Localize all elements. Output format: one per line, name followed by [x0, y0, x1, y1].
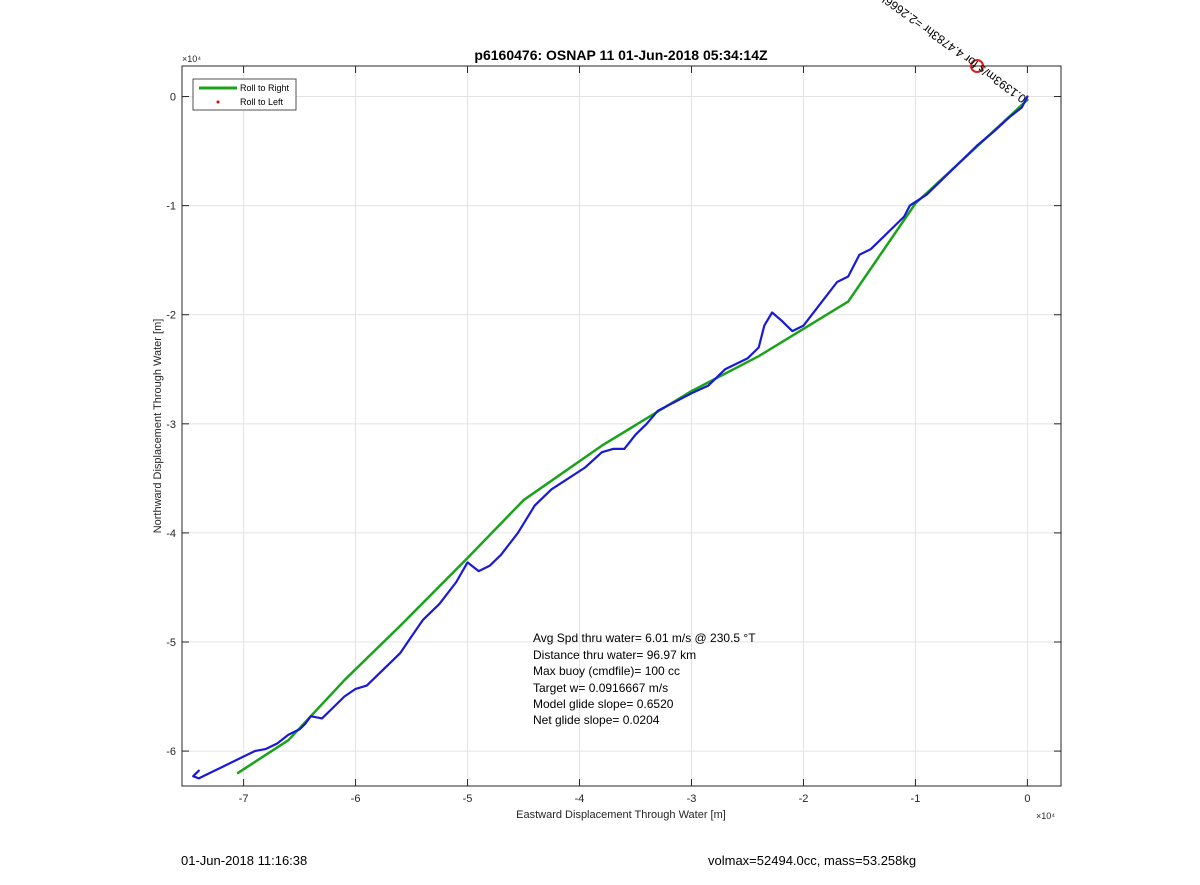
annotation-line: Net glide slope= 0.0204	[533, 713, 660, 727]
y-tick-label: -5	[166, 637, 176, 649]
y-tick-label: -3	[166, 419, 176, 431]
rotated-annotation: 0.1393m/s for 4.4783hr =2.2666km	[869, 0, 1029, 106]
y-exponent-label: ×10⁴	[182, 54, 201, 64]
y-axis-label: Northward Displacement Through Water [m]	[152, 319, 164, 534]
annotation-line: Max buoy (cmdfile)= 100 cc	[533, 664, 680, 678]
legend-label-roll-right: Roll to Right	[240, 83, 290, 93]
legend-box	[192, 78, 297, 111]
x-tick-label: -2	[799, 793, 809, 805]
chart-title: p6160476: OSNAP 11 01-Jun-2018 05:34:14Z	[474, 47, 768, 63]
axis-ticks: -7 -6 -5 -4 -3 -2 -1 0 0 -1 -2 -3 -4 -5 -6	[166, 66, 1061, 805]
x-axis-label: Eastward Displacement Through Water [m]	[516, 809, 726, 821]
y-tick-label: -6	[166, 746, 176, 758]
y-tick-label: -4	[166, 528, 176, 540]
x-tick-label: 0	[1024, 793, 1030, 805]
y-tick-label: 0	[170, 92, 176, 104]
grid-lines	[182, 66, 1061, 786]
footer-volmax-mass: volmax=52494.0cc, mass=53.258kg	[708, 853, 917, 868]
x-tick-label: -6	[351, 793, 361, 805]
x-tick-label: -4	[575, 793, 585, 805]
stats-annotation: Avg Spd thru water= 6.01 m/s @ 230.5 °T …	[533, 631, 756, 727]
annotation-line: Model glide slope= 0.6520	[533, 697, 674, 711]
series-roll-to-right-line	[236, 98, 1029, 775]
legend-dot-roll-left	[216, 100, 220, 104]
annotation-line: Avg Spd thru water= 6.01 m/s @ 230.5 °T	[533, 631, 756, 645]
x-tick-label: -3	[687, 793, 697, 805]
x-tick-label: -7	[239, 793, 249, 805]
footer-timestamp: 01-Jun-2018 11:16:38	[181, 853, 308, 868]
y-tick-label: -2	[166, 310, 176, 322]
y-tick-label: -1	[166, 201, 176, 213]
series-layer	[192, 59, 1029, 780]
legend-label-roll-left: Roll to Left	[240, 97, 284, 107]
legend: Roll to Right Roll to Left	[192, 78, 297, 111]
x-tick-label: -5	[463, 793, 473, 805]
marker-circle	[970, 59, 985, 73]
x-tick-label: -1	[911, 793, 921, 805]
x-exponent-label: ×10⁴	[1036, 811, 1055, 821]
series-glider-track-line	[192, 95, 1029, 780]
plot-area-frame	[181, 65, 1062, 787]
annotation-line: Target w= 0.0916667 m/s	[533, 681, 668, 695]
annotation-line: Distance thru water= 96.97 km	[533, 648, 696, 662]
